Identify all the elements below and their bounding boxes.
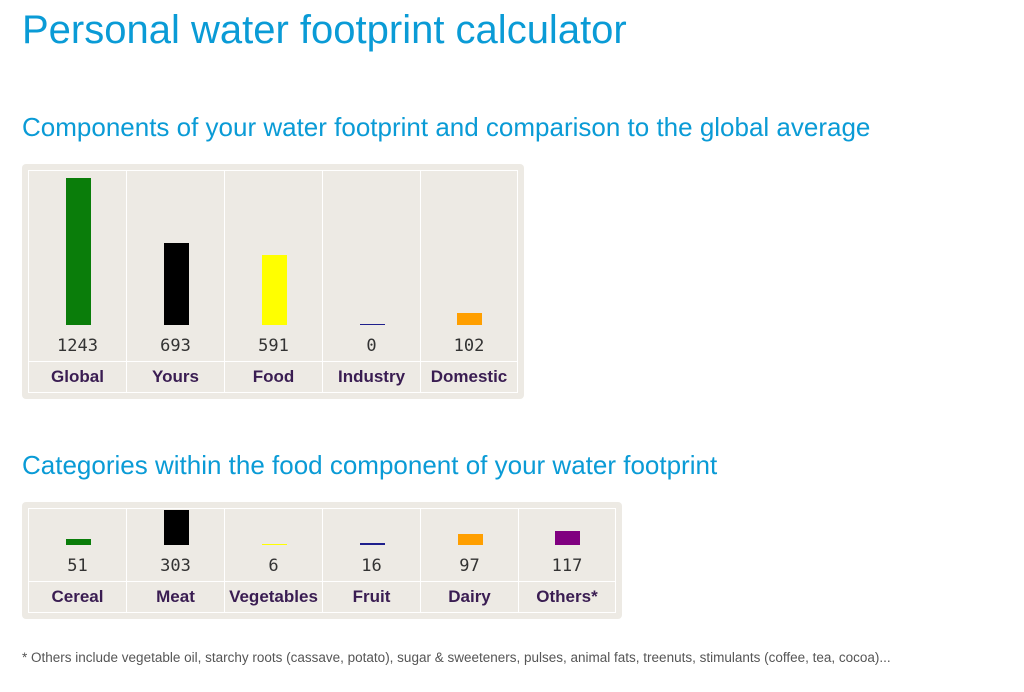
bar-meat: [163, 510, 189, 545]
bar-cereal: [65, 539, 91, 545]
food-categories-table: 51 Cereal 303 Meat 6 Vegetables 16 Fruit 97 Dairy…: [28, 508, 616, 613]
bar-area: [519, 508, 615, 551]
value-industry: 0: [366, 336, 377, 356]
bar-food: [261, 255, 287, 325]
column-dairy: 97 Dairy: [420, 508, 518, 613]
bar-area: [29, 508, 126, 551]
bar-area: [323, 508, 420, 551]
bar-yours: [163, 243, 189, 325]
label-domestic: Domestic: [421, 361, 517, 393]
bar-area: [127, 170, 224, 331]
value-global: 1243: [57, 336, 98, 356]
label-fruit: Fruit: [323, 581, 420, 613]
label-food: Food: [225, 361, 322, 393]
footnote: * Others include vegetable oil, starchy …: [22, 650, 891, 665]
value-yours: 693: [160, 336, 191, 356]
label-industry: Industry: [323, 361, 420, 393]
value-dairy: 97: [459, 556, 480, 576]
column-food: 591 Food: [224, 170, 322, 393]
bar-area: [225, 508, 322, 551]
label-vegetables: Vegetables: [225, 581, 322, 613]
bar-area: [29, 170, 126, 331]
bar-area: [225, 170, 322, 331]
column-others: 117 Others*: [518, 508, 616, 613]
label-meat: Meat: [127, 581, 224, 613]
components-chart: 1243 Global 693 Yours 591 Food 0 Industry 102 Dom…: [22, 164, 524, 399]
bar-dairy: [457, 534, 483, 545]
bar-vegetables: [261, 544, 287, 545]
column-yours: 693 Yours: [126, 170, 224, 393]
bar-global: [65, 178, 91, 325]
value-meat: 303: [160, 556, 191, 576]
bar-area: [323, 170, 420, 331]
column-fruit: 16 Fruit: [322, 508, 420, 613]
bar-area: [421, 508, 518, 551]
label-others: Others*: [519, 581, 615, 613]
bar-area: [421, 170, 517, 331]
bar-area: [127, 508, 224, 551]
value-domestic: 102: [453, 336, 485, 356]
label-cereal: Cereal: [29, 581, 126, 613]
column-global: 1243 Global: [28, 170, 126, 393]
column-cereal: 51 Cereal: [28, 508, 126, 613]
components-heading: Components of your water footprint and c…: [22, 112, 871, 142]
bar-others: [555, 531, 580, 545]
label-global: Global: [29, 361, 126, 393]
value-others: 117: [551, 556, 583, 576]
column-vegetables: 6 Vegetables: [224, 508, 322, 613]
bar-industry: [359, 324, 385, 325]
value-fruit: 16: [361, 556, 382, 576]
value-vegetables: 6: [268, 556, 279, 576]
label-yours: Yours: [127, 361, 224, 393]
food-categories-chart: 51 Cereal 303 Meat 6 Vegetables 16 Fruit 97 Dairy…: [22, 502, 622, 619]
column-domestic: 102 Domestic: [420, 170, 518, 393]
components-table: 1243 Global 693 Yours 591 Food 0 Industry 102 Dom…: [28, 170, 518, 393]
value-cereal: 51: [67, 556, 88, 576]
value-food: 591: [258, 336, 289, 356]
bar-fruit: [359, 543, 385, 545]
food-categories-heading: Categories within the food component of …: [22, 450, 718, 480]
column-industry: 0 Industry: [322, 170, 420, 393]
column-meat: 303 Meat: [126, 508, 224, 613]
bar-domestic: [457, 313, 482, 325]
label-dairy: Dairy: [421, 581, 518, 613]
page-title: Personal water footprint calculator: [22, 8, 627, 52]
